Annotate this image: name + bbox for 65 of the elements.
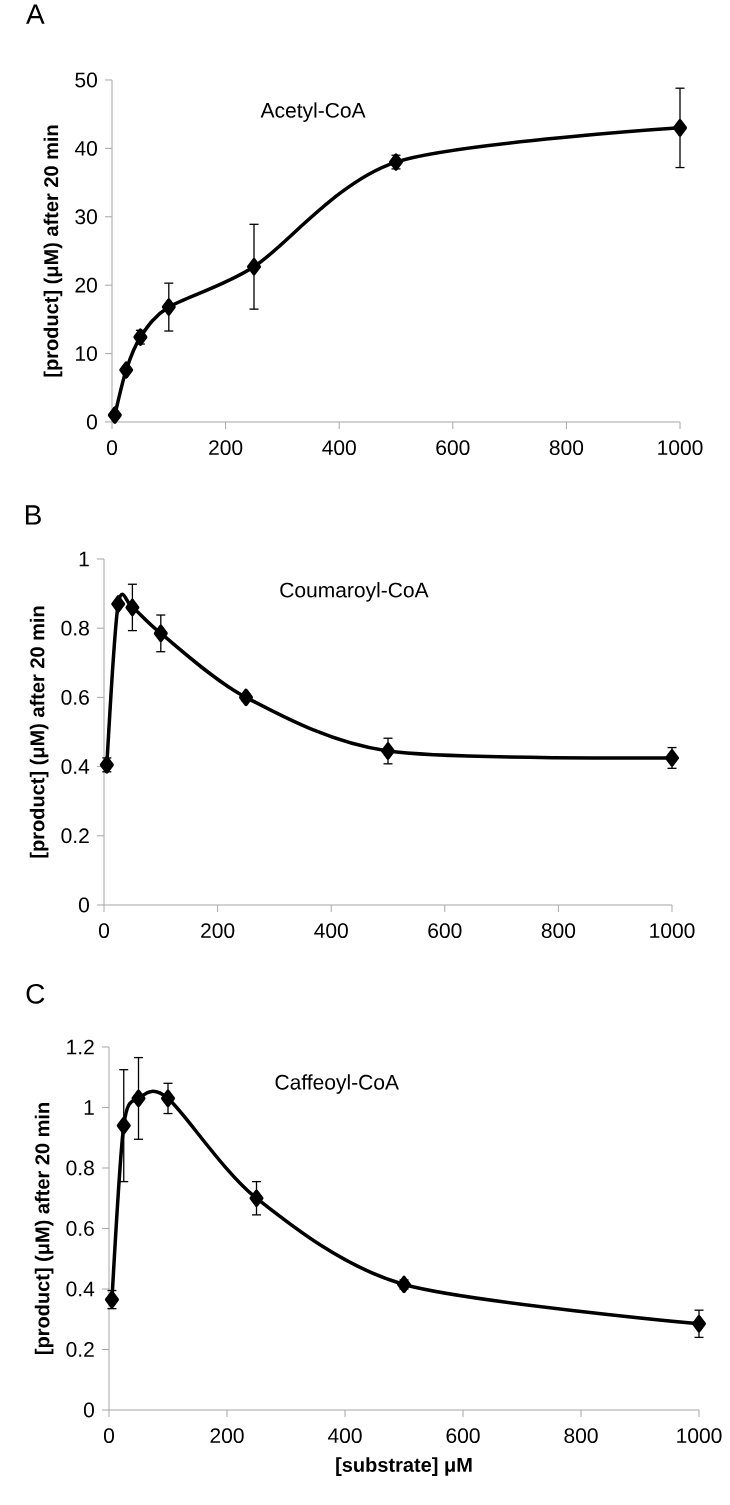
- x-tick-label: 400: [322, 440, 356, 456]
- x-tick-label: 200: [201, 923, 235, 939]
- point: [131, 1089, 146, 1108]
- x-tick-label: 400: [327, 1428, 362, 1444]
- point: [692, 1315, 707, 1333]
- x-tick-label: 1000: [658, 440, 703, 456]
- x-tick-label: 200: [210, 1428, 244, 1444]
- point: [153, 624, 168, 643]
- y-tick-label: 40: [74, 140, 97, 156]
- point: [397, 1275, 411, 1294]
- y-tick-label: 0.6: [61, 689, 89, 705]
- annotation: Acetyl-CoA: [260, 102, 366, 122]
- x-tick-label: 0: [103, 1428, 115, 1444]
- x-tick-label: 600: [446, 1428, 480, 1444]
- y-tick-label: 0: [86, 414, 97, 430]
- y-tick-label: 1.2: [67, 1039, 94, 1055]
- y-axis-title: [product] (μM) after 20 min: [34, 1103, 54, 1355]
- point: [381, 742, 395, 760]
- y-tick-label: 0.6: [66, 1221, 94, 1236]
- point: [673, 119, 688, 137]
- x-tick-label: 1000: [650, 923, 695, 939]
- point: [107, 406, 122, 424]
- point: [249, 1189, 264, 1207]
- y-tick-label: 0: [83, 1402, 94, 1418]
- point: [161, 1089, 175, 1108]
- y-tick-label: 50: [75, 72, 97, 88]
- point: [116, 1116, 131, 1135]
- x-tick-label: 400: [314, 923, 348, 939]
- point: [247, 257, 261, 276]
- y-tick-label: 30: [75, 209, 97, 225]
- point: [239, 688, 253, 707]
- y-tick-label: 0.2: [66, 1342, 94, 1357]
- y-tick-label: 0.8: [66, 1160, 94, 1176]
- x-tick-label: 200: [209, 440, 243, 456]
- x-tick-label: 0: [98, 923, 110, 939]
- x-tick-label: 600: [428, 923, 462, 939]
- chart-title: A: [26, 4, 45, 24]
- point: [161, 298, 176, 316]
- y-axis-title: [product] (μM) after 20 min: [43, 125, 63, 377]
- x-tick-label: 0: [106, 440, 118, 456]
- x-tick-label: 800: [541, 923, 576, 939]
- point: [99, 756, 114, 774]
- chart-title: C: [26, 983, 45, 1004]
- y-tick-label: 0.4: [61, 759, 90, 775]
- point: [125, 598, 140, 617]
- annotation: Caffeoyl-CoA: [275, 1074, 399, 1094]
- y-tick-label: 1: [79, 551, 89, 567]
- annotation: Coumaroyl-CoA: [280, 582, 429, 602]
- y-tick-label: 20: [75, 277, 97, 293]
- x-tick-label: 1000: [677, 1428, 722, 1444]
- point: [111, 595, 126, 613]
- point: [104, 1290, 119, 1309]
- y-tick-label: 0.8: [61, 620, 89, 636]
- y-tick-label: 0: [78, 897, 89, 913]
- x-axis-title: [substrate] μM: [336, 1457, 472, 1476]
- y-tick-label: 0.2: [61, 828, 89, 844]
- x-tick-label: 800: [549, 440, 584, 456]
- x-tick-label: 800: [564, 1428, 598, 1444]
- y-tick-label: 0.4: [66, 1281, 95, 1297]
- point: [119, 361, 134, 379]
- y-tick-label: 1: [84, 1100, 94, 1115]
- y-tick-label: 10: [76, 346, 97, 362]
- y-axis-title: [product] (μM) after 20 min: [29, 606, 49, 858]
- x-tick-label: 600: [436, 440, 470, 456]
- chart-title: B: [25, 505, 41, 525]
